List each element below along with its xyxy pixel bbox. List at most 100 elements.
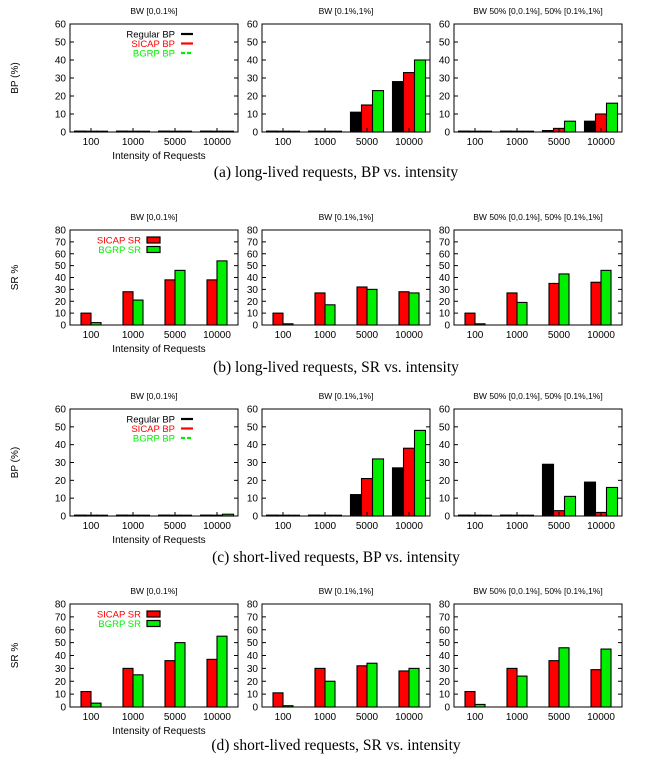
x-tick-label: 5000	[164, 712, 187, 723]
y-tick-label: 40	[439, 273, 451, 284]
y-tick-label: 50	[247, 422, 259, 433]
y-tick-label: 40	[55, 651, 67, 662]
y-tick-label: 10	[439, 494, 451, 505]
bar-sicap-100	[80, 312, 92, 326]
bar-regular-10000	[583, 481, 597, 517]
bar-bgrp-1000	[516, 675, 528, 708]
x-tick-label: 100	[275, 521, 292, 532]
bar-sicap-5000	[164, 660, 176, 708]
y-tick-label: 40	[439, 56, 451, 67]
bar-sicap-1000	[122, 291, 134, 326]
bar-bgrp-1000	[132, 299, 144, 326]
y-tick-label: 30	[439, 285, 451, 296]
y-tick-label: 30	[439, 458, 451, 469]
panel-title: BW [0,0.1%]	[130, 586, 177, 596]
x-tick-label: 1000	[314, 712, 337, 723]
plot-frame	[453, 603, 623, 708]
x-tick-label: 5000	[164, 137, 187, 148]
bar-bgrp-10000	[408, 667, 420, 708]
x-tick-label: 100	[275, 330, 292, 341]
y-axis-label: BP (%)	[10, 62, 21, 94]
bar-regular-10000	[583, 120, 597, 133]
figure-caption: (b) long-lived requests, SR vs. intensit…	[213, 359, 459, 376]
y-tick-label: 10	[55, 309, 67, 320]
bar-sicap-100	[464, 690, 476, 708]
y-tick-label: 20	[55, 677, 67, 688]
plot-frame	[69, 408, 239, 517]
bar-sicap-10000	[206, 279, 218, 326]
y-tick-label: 10	[247, 110, 259, 121]
x-tick-label: 10000	[203, 330, 231, 341]
x-tick-label: 1000	[506, 137, 529, 148]
y-tick-label: 40	[247, 440, 259, 451]
y-tick-label: 70	[439, 237, 451, 248]
panel-2-0: BW [0,0.1%] 0 10 20 30 40 50 60 100 1000 5000 10000…	[55, 391, 239, 546]
bar-sicap-1000	[506, 292, 518, 326]
x-tick-label: 1000	[506, 521, 529, 532]
x-tick-label: 1000	[506, 330, 529, 341]
y-tick-label: 60	[55, 249, 67, 260]
panel-2-2: BW 50% [0,0.1%], 50% [0.1%,1%] 0 10 20 30 40 5…	[439, 391, 623, 532]
x-tick-label: 5000	[356, 330, 379, 341]
bar-sicap-1000	[122, 667, 134, 708]
bar-bgrp-100	[90, 702, 102, 708]
y-tick-label: 30	[247, 664, 259, 675]
x-tick-label: 1000	[506, 712, 529, 723]
y-tick-label: 50	[439, 38, 451, 49]
panel-title: BW [0.1%,1%]	[319, 391, 374, 401]
legend-swatch-bgrp	[146, 619, 161, 628]
y-tick-label: 60	[439, 625, 451, 636]
panel-title: BW 50% [0,0.1%], 50% [0.1%,1%]	[473, 6, 602, 16]
plot-frame	[69, 229, 239, 326]
x-axis-title: Intensity of Requests	[112, 726, 205, 737]
x-tick-label: 5000	[356, 521, 379, 532]
x-tick-label: 5000	[548, 330, 571, 341]
panel-title: BW 50% [0,0.1%], 50% [0.1%,1%]	[473, 586, 602, 596]
bar-bgrp-10000	[408, 292, 420, 326]
x-tick-label: 10000	[395, 712, 423, 723]
y-tick-label: 0	[444, 321, 450, 332]
y-tick-label: 40	[247, 56, 259, 67]
y-tick-label: 20	[247, 476, 259, 487]
x-tick-label: 1000	[122, 330, 145, 341]
y-tick-label: 40	[55, 440, 67, 451]
legend-swatch-sicap	[146, 236, 161, 244]
panel-title: BW [0.1%,1%]	[319, 212, 374, 222]
y-tick-label: 0	[444, 703, 450, 714]
x-tick-label: 100	[467, 137, 484, 148]
bar-sicap-5000	[548, 660, 560, 708]
y-tick-label: 50	[55, 261, 67, 272]
plot-frame	[453, 23, 623, 133]
y-tick-label: 70	[55, 237, 67, 248]
x-tick-label: 5000	[164, 330, 187, 341]
y-tick-label: 30	[55, 458, 67, 469]
bar-regular-10000	[391, 81, 405, 133]
y-tick-label: 50	[439, 638, 451, 649]
y-tick-label: 20	[439, 297, 451, 308]
y-tick-label: 0	[60, 703, 66, 714]
bar-bgrp-10000	[605, 486, 619, 517]
x-tick-label: 5000	[164, 521, 187, 532]
bar-sicap-5000	[356, 286, 368, 326]
bar-bgrp-1000	[324, 304, 336, 326]
figure-caption: (a) long-lived requests, BP vs. intensit…	[214, 164, 459, 181]
bar-bgrp-5000	[371, 90, 385, 133]
panel-title: BW [0,0.1%]	[130, 391, 177, 401]
y-tick-label: 60	[247, 625, 259, 636]
bar-sicap-1000	[314, 667, 326, 708]
panel-0-2: BW 50% [0,0.1%], 50% [0.1%,1%] 0 10 20 30 40 5…	[439, 6, 623, 148]
x-tick-label: 10000	[395, 521, 423, 532]
bar-sicap-10000	[402, 447, 416, 517]
y-tick-label: 10	[439, 309, 451, 320]
bar-sicap-100	[272, 312, 284, 326]
y-tick-label: 60	[247, 249, 259, 260]
y-tick-label: 10	[55, 690, 67, 701]
figure-caption: (d) short-lived requests, SR vs. intensi…	[211, 737, 461, 754]
